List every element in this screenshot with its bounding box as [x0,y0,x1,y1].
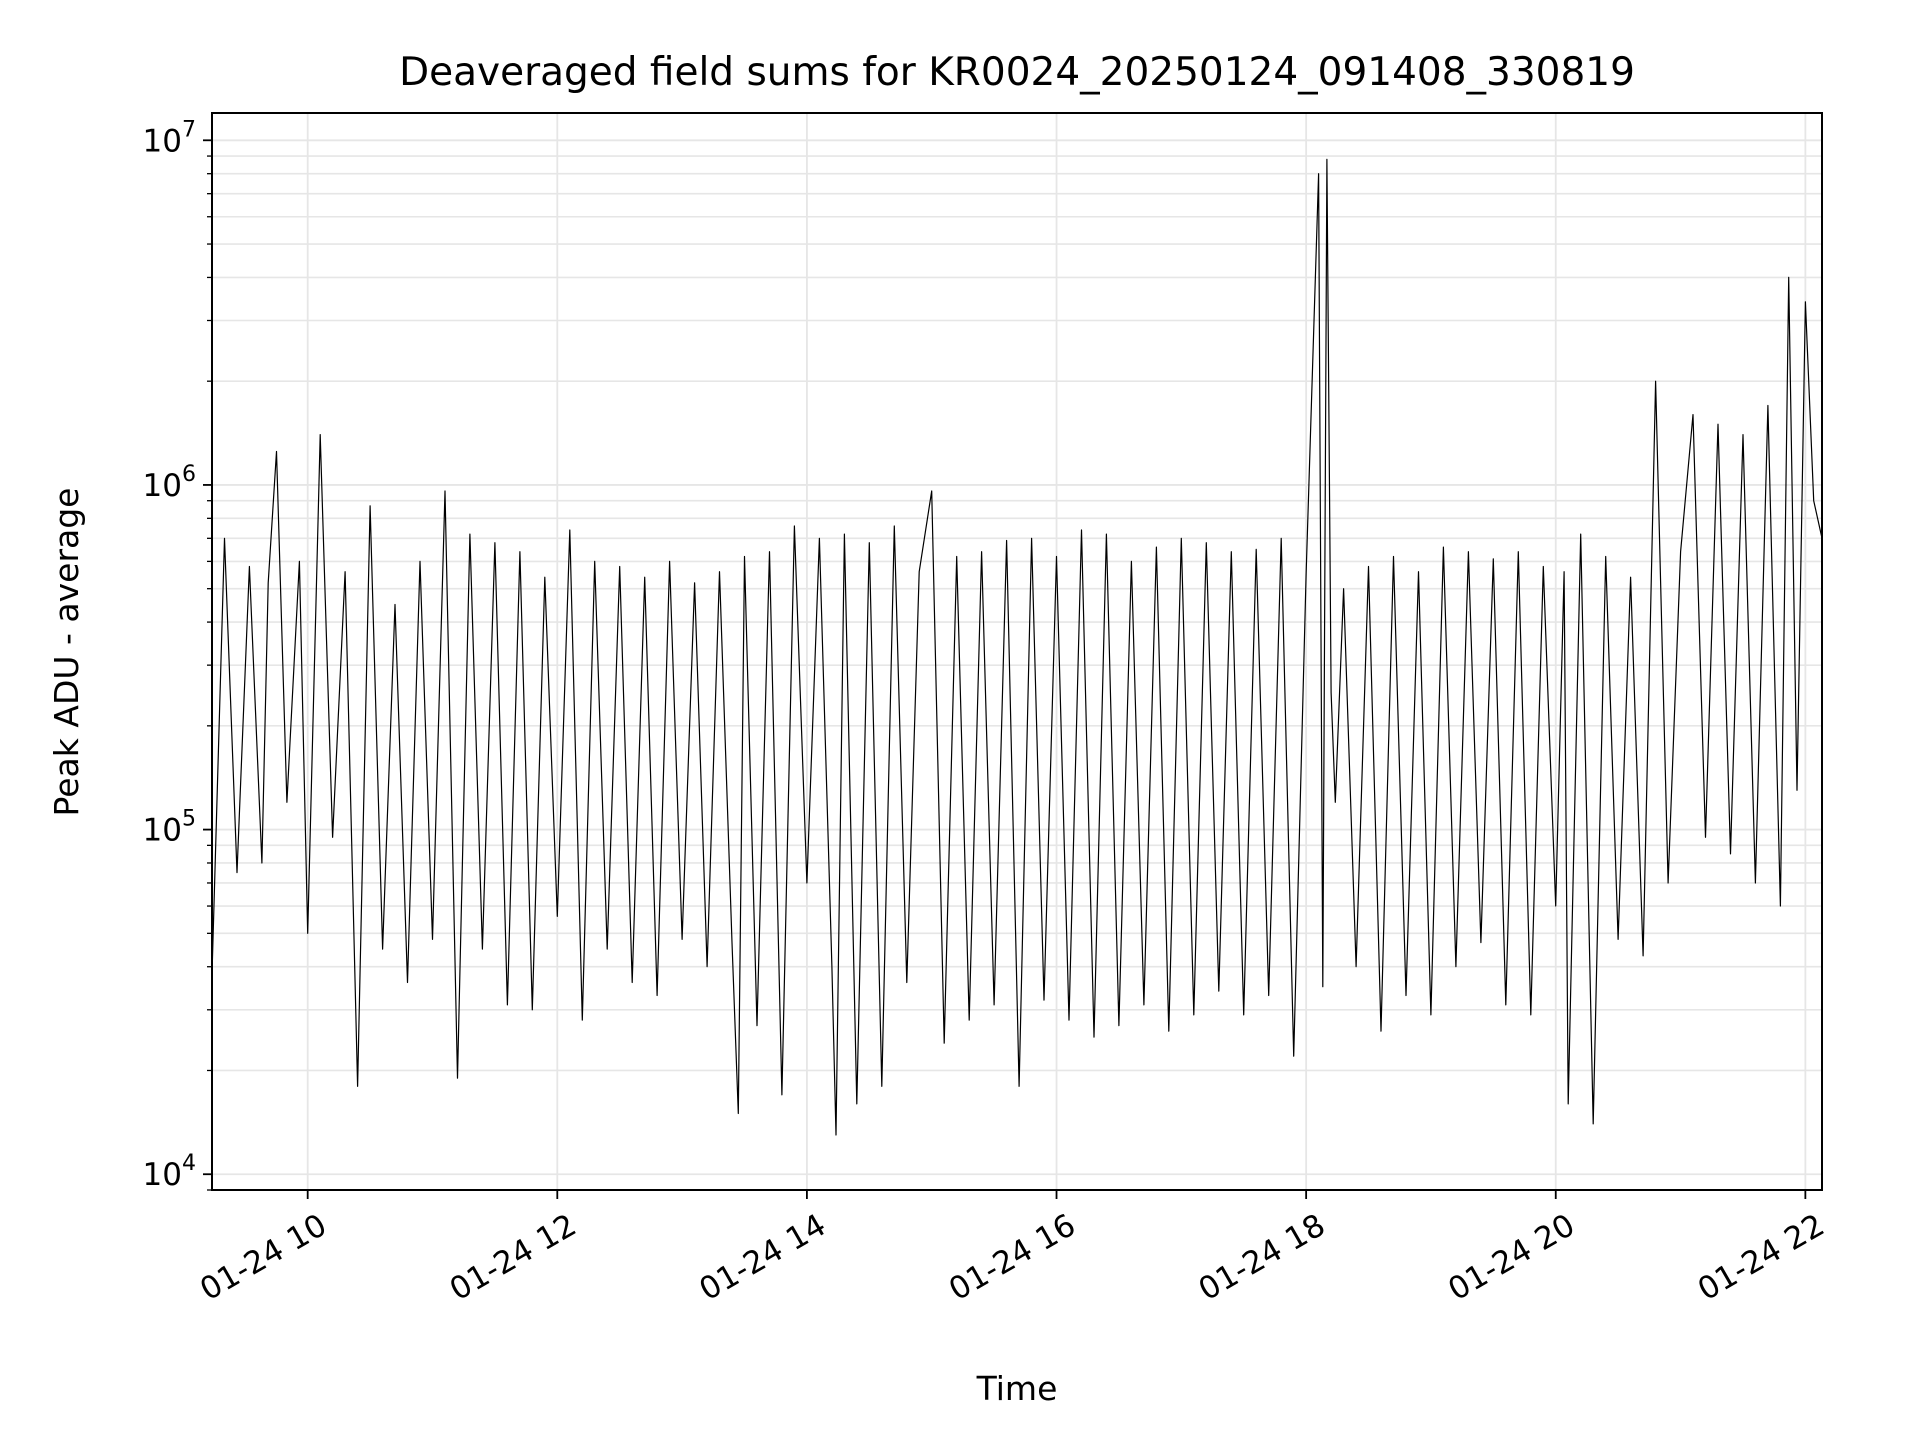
y-tick-label: 104 [143,1151,196,1193]
y-axis-ticks: 104 105 106 107 [143,117,212,1193]
y-axis-label: Peak ADU - average [47,488,86,817]
x-axis-label: Time [976,1369,1058,1408]
y-tick-label: 107 [143,117,196,159]
y-tick-label: 106 [143,462,196,504]
plot-frame [211,112,1823,1191]
chart-title: Deaveraged field sums for KR0024_2025012… [399,50,1635,95]
y-tick-label: 105 [143,807,196,849]
series-line [211,158,1823,1136]
